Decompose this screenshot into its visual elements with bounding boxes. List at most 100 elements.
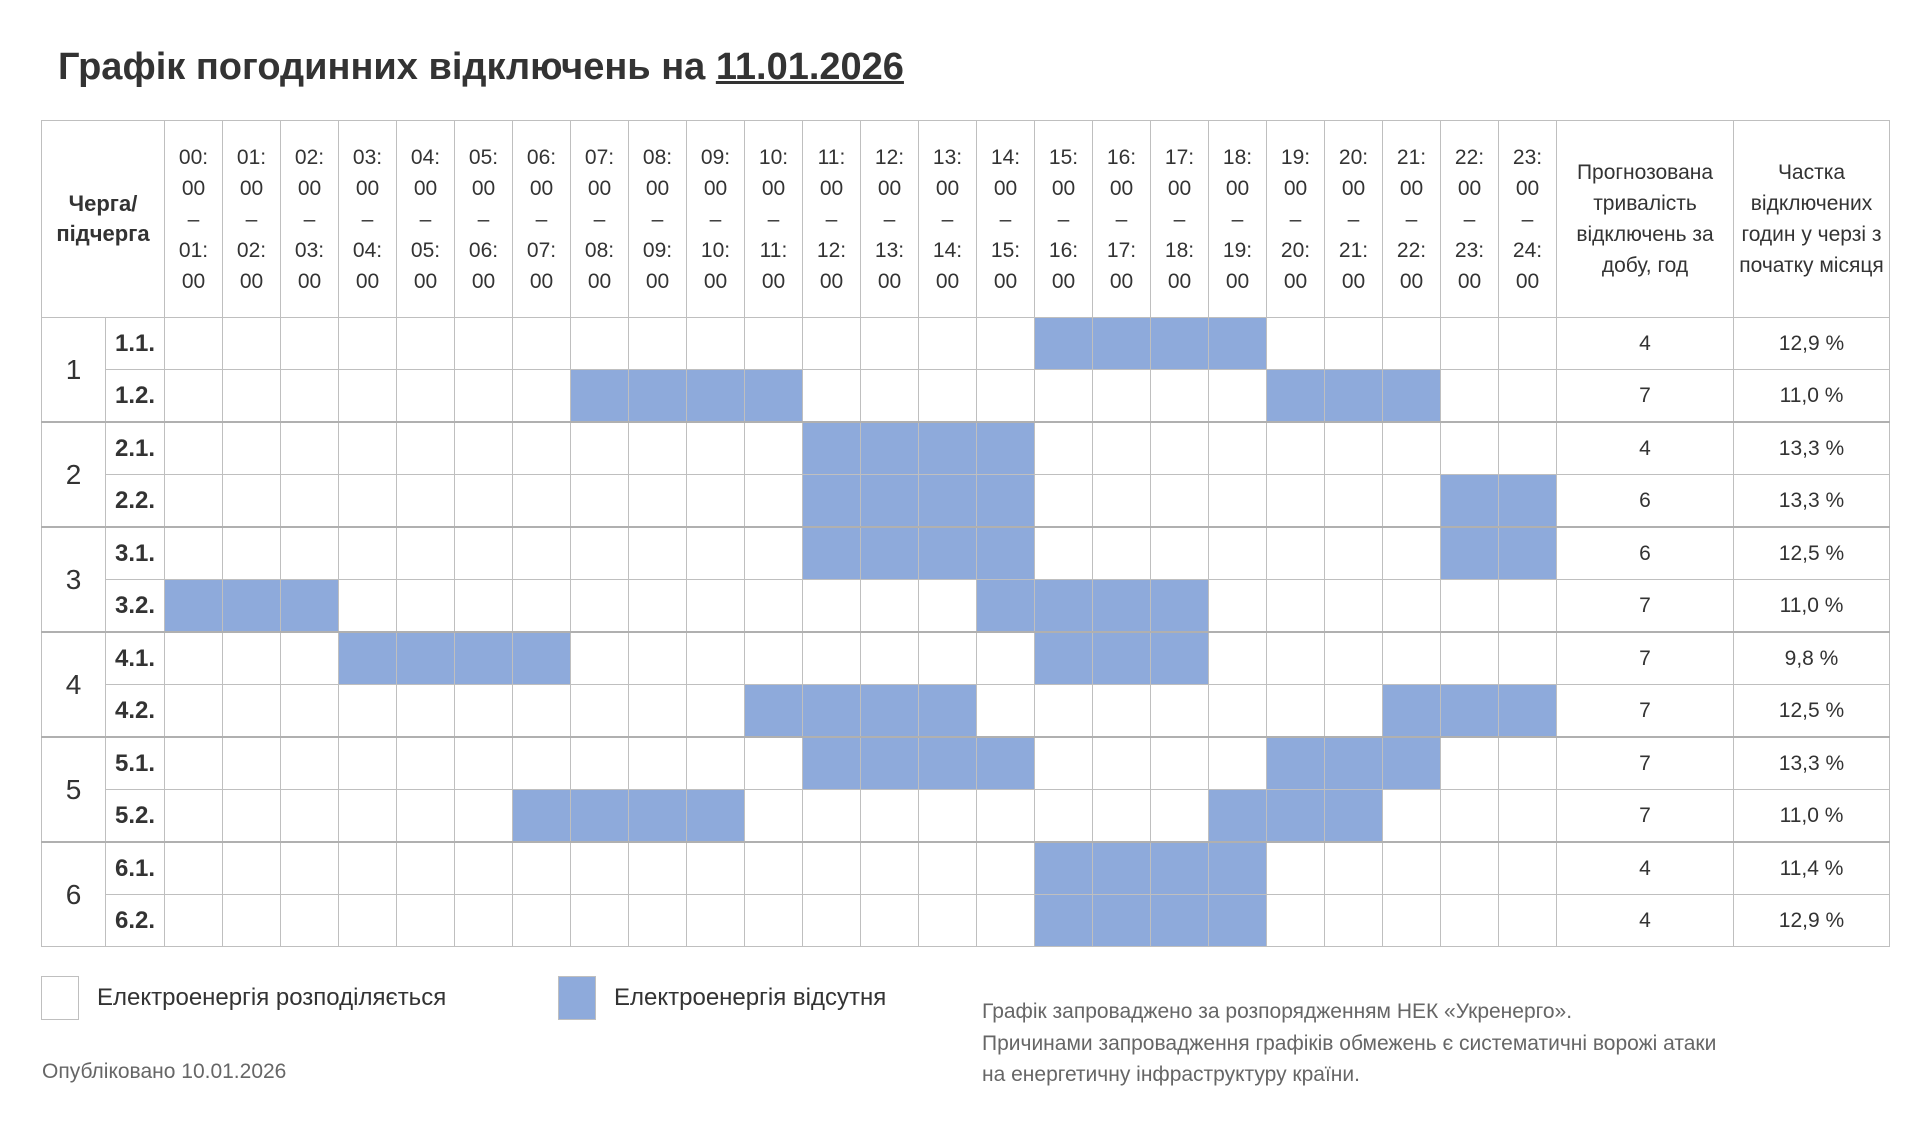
hour-cell-off [454,631,513,685]
hour-cell-off [918,736,977,790]
hour-cell-on [222,421,281,475]
hour-cell-off [570,369,629,423]
hour-cell-on [396,421,455,475]
table-row: 1.2. 7 11,0 % [42,369,1890,423]
hour-cell-off [1092,579,1151,633]
hour-cell-on [1324,841,1383,895]
hour-cell-off [1440,684,1499,738]
hour-cell-on [976,369,1035,423]
hour-cell-on [454,736,513,790]
hour-cell-off [280,579,339,633]
duration-value: 7 [1556,789,1734,843]
hour-cell-off [628,369,687,423]
duration-value: 7 [1556,369,1734,423]
hour-cell-on [628,421,687,475]
hour-header: 05: 00 – 06: 00 [454,120,513,318]
hour-header: 06: 00 – 07: 00 [512,120,571,318]
hour-cell-off [1382,369,1441,423]
duration-value: 4 [1556,317,1734,370]
hour-cell-on [1440,841,1499,895]
hour-cell-on [280,684,339,738]
hour-cell-on [918,579,977,633]
subqueue-label: 4.1. [105,631,165,685]
hour-cell-on [744,789,803,843]
duration-value: 6 [1556,526,1734,580]
hour-cell-on [1498,736,1557,790]
hour-cell-on [280,526,339,580]
hour-cell-off [1092,631,1151,685]
hour-cell-on [1498,369,1557,423]
hour-cell-off [802,474,861,528]
hour-cell-on [1092,421,1151,475]
hour-cell-on [686,474,745,528]
hour-cell-on [512,894,571,947]
hour-cell-on [1092,369,1151,423]
queue-label: 6 [41,841,106,947]
hour-cell-on [164,369,223,423]
hour-cell-off [1150,317,1209,370]
page-title: Графік погодинних відключень на 11.01.20… [58,46,904,88]
hour-cell-on [1498,631,1557,685]
hour-cell-on [860,369,919,423]
hour-cell-on [1382,421,1441,475]
legend-on: Електроенергія розподіляється [41,976,446,1020]
hour-cell-on [396,369,455,423]
hour-cell-on [976,317,1035,370]
table-row: 6.2. 4 12,9 % [42,894,1890,947]
hour-header: 21: 00 – 22: 00 [1382,120,1441,318]
hour-cell-on [628,894,687,947]
hour-cell-on [1382,789,1441,843]
hour-cell-on [222,736,281,790]
hour-cell-on [1092,736,1151,790]
hour-cell-on [1382,526,1441,580]
hour-cell-on [918,317,977,370]
hour-cell-off [976,736,1035,790]
hour-cell-on [1382,317,1441,370]
hour-cell-on [1266,684,1325,738]
hour-cell-on [1324,421,1383,475]
hour-cell-on [1266,317,1325,370]
hour-cell-on [1498,421,1557,475]
hour-cell-on [280,317,339,370]
subqueue-label: 3.2. [105,579,165,633]
table-row: 5.2. 7 11,0 % [42,789,1890,843]
hour-cell-on [1208,369,1267,423]
hour-cell-on [338,317,397,370]
hour-cell-off [1092,894,1151,947]
hour-cell-off [918,526,977,580]
hour-cell-on [164,421,223,475]
share-value: 13,3 % [1733,736,1890,790]
hour-cell-off [1266,789,1325,843]
hour-cell-on [164,841,223,895]
hour-cell-on [1382,841,1441,895]
hour-cell-off [1382,684,1441,738]
hour-cell-on [1034,526,1093,580]
hour-cell-on [222,894,281,947]
duration-value: 7 [1556,684,1734,738]
hour-cell-off [860,684,919,738]
hour-cell-on [164,317,223,370]
hour-cell-on [454,369,513,423]
hour-header: 00: 00 – 01: 00 [164,120,223,318]
hour-cell-off [512,789,571,843]
hour-cell-off [1150,841,1209,895]
table-row: 1 1.1. 4 12,9 % [41,317,1890,423]
hour-cell-on [164,684,223,738]
hour-cell-on [454,841,513,895]
hour-cell-off [1208,841,1267,895]
hour-cell-off [1208,894,1267,947]
hour-cell-on [1498,789,1557,843]
hour-header: 09: 00 – 10: 00 [686,120,745,318]
hour-cell-on [454,789,513,843]
hour-cell-on [1440,789,1499,843]
hour-cell-on [1382,894,1441,947]
hour-cell-on [686,421,745,475]
subqueue-label: 2.1. [105,421,165,475]
hour-cell-on [280,894,339,947]
hour-cell-on [1382,631,1441,685]
duration-header: Прогнозована тривалість відключень за до… [1556,120,1734,318]
hour-cell-off [1266,369,1325,423]
hour-cell-on [1382,474,1441,528]
hour-cell-off [1150,894,1209,947]
hour-cell-off [1092,317,1151,370]
